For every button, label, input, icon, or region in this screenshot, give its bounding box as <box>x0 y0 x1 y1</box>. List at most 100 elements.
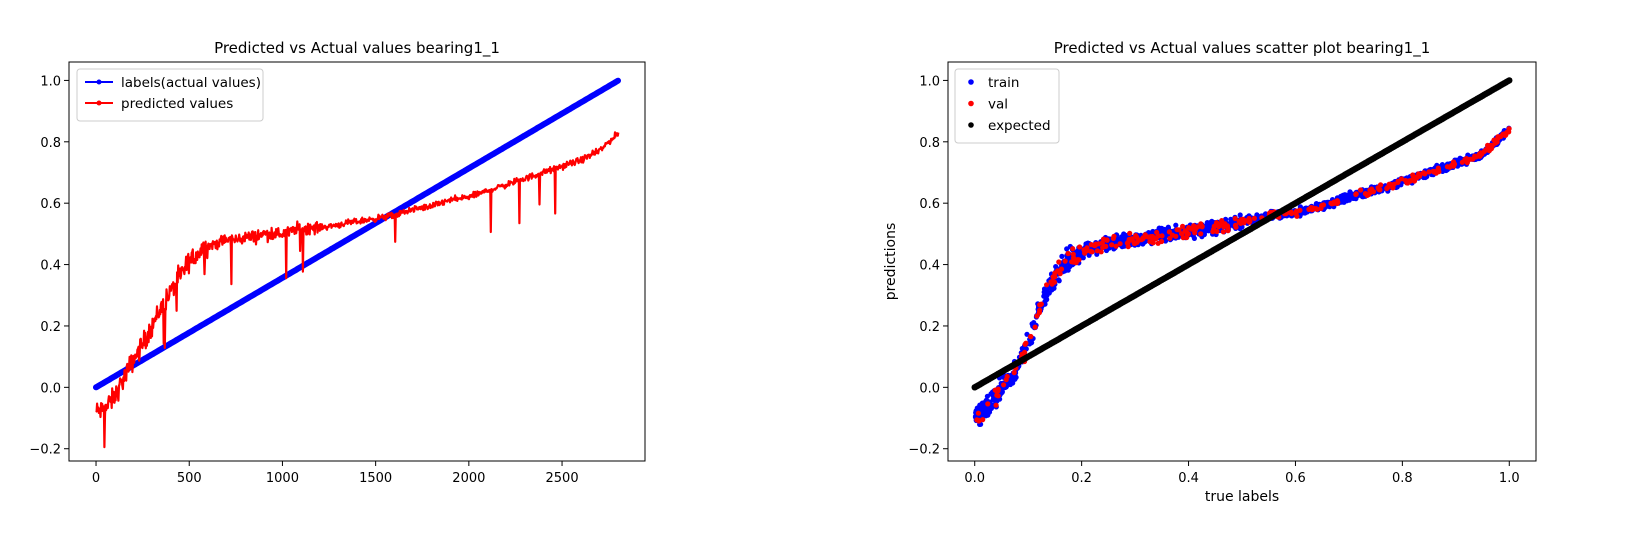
val-point <box>1154 229 1160 235</box>
legend-marker-1 <box>96 100 102 106</box>
val-point <box>1180 223 1186 229</box>
y-tick-label: 0.6 <box>919 197 940 212</box>
train-point <box>1080 255 1086 261</box>
y-tick-label: 0.2 <box>919 320 940 335</box>
val-point <box>1103 243 1109 249</box>
val-point <box>1028 334 1034 340</box>
legend-box <box>954 68 1060 144</box>
legend-label-2: expected <box>988 118 1051 134</box>
train-point <box>984 393 991 399</box>
legend-box <box>76 68 264 122</box>
legend-label-1: predicted values <box>121 96 233 112</box>
val-point <box>1481 148 1487 154</box>
val-point <box>1309 207 1315 213</box>
legend-marker-1 <box>968 100 974 107</box>
y-tick-label: 0.2 <box>40 320 61 335</box>
val-point <box>1038 301 1044 307</box>
train-point <box>1440 167 1446 173</box>
val-point <box>1088 242 1094 248</box>
val-point <box>1199 224 1205 230</box>
train-point <box>985 407 991 413</box>
y-tick-label: 1.0 <box>919 74 940 89</box>
train-point <box>979 400 986 406</box>
plot-area <box>971 77 1513 427</box>
val-point <box>1110 235 1116 241</box>
x-tick-label: 0.0 <box>964 471 985 486</box>
val-point <box>1077 244 1083 250</box>
val-point <box>1150 240 1156 246</box>
val-point <box>1407 178 1414 184</box>
val-point <box>1488 146 1494 152</box>
x-tick-label: 0.8 <box>1392 471 1413 486</box>
val-point <box>1459 159 1465 165</box>
val-point <box>1293 211 1299 217</box>
legend: train val expected <box>954 68 1060 144</box>
val-point <box>1426 169 1432 175</box>
val-point <box>1353 191 1359 197</box>
val-point <box>1504 129 1510 135</box>
axes-frame <box>68 61 646 462</box>
expected-point <box>1506 77 1513 84</box>
train-point <box>1083 241 1089 247</box>
val-point <box>1485 142 1491 148</box>
train-point <box>1059 253 1065 259</box>
legend: labels(actual values) predicted values <box>76 68 264 122</box>
val-point <box>1003 377 1009 383</box>
val-point <box>1140 235 1146 241</box>
x-tick-label: 1.0 <box>1499 471 1520 486</box>
legend-marker-0 <box>96 79 102 85</box>
val-point <box>1433 170 1439 176</box>
legend-marker-2 <box>968 122 974 128</box>
train-point <box>1191 235 1197 241</box>
val-point <box>1084 245 1090 251</box>
val-point <box>1463 156 1470 162</box>
val-point <box>1358 187 1364 193</box>
val-point <box>1036 310 1042 316</box>
val-point <box>1220 229 1226 235</box>
val-point <box>1019 351 1025 357</box>
val-point <box>985 401 991 407</box>
y-tick-label: 0.8 <box>919 136 940 151</box>
chart-line-predicted-vs-actual: Predicted vs Actual values bearing1_1 0 50… <box>29 39 646 486</box>
val-point <box>1289 210 1295 217</box>
train-point <box>1237 226 1243 232</box>
train-point <box>1237 212 1243 218</box>
train-point <box>1159 225 1165 231</box>
val-point <box>1159 233 1165 239</box>
val-point <box>1232 215 1238 222</box>
series-expected-points <box>971 77 1513 391</box>
val-point <box>1109 242 1115 248</box>
x-tick-label: 0.2 <box>1071 471 1092 486</box>
y-tick-label: 0.8 <box>40 136 61 151</box>
chart-scatter-predicted-vs-actual: Predicted vs Actual values scatter plot … <box>883 39 1537 505</box>
train-point <box>1343 195 1349 201</box>
y-tick-label: 0.0 <box>919 381 940 396</box>
train-point <box>990 396 996 403</box>
val-point <box>1251 215 1257 221</box>
val-point <box>1117 241 1123 247</box>
val-point <box>1044 282 1050 288</box>
val-point <box>1395 179 1401 185</box>
val-point <box>1052 274 1058 280</box>
train-point <box>1204 220 1210 226</box>
val-point <box>1176 227 1182 233</box>
val-point <box>1069 259 1075 265</box>
val-point <box>1001 382 1007 388</box>
val-point <box>1233 224 1239 230</box>
legend-marker-0 <box>968 79 974 85</box>
val-point <box>1491 137 1497 143</box>
val-point <box>995 393 1001 399</box>
val-point <box>1213 222 1219 228</box>
y-tick-label: 0.6 <box>40 197 61 212</box>
val-point <box>1238 219 1244 225</box>
y-tick-label: 0.0 <box>40 381 61 396</box>
train-point <box>1041 286 1048 292</box>
val-point <box>1113 243 1119 249</box>
val-point <box>1011 370 1017 376</box>
x-tick-label: 500 <box>177 471 202 486</box>
val-point <box>1247 218 1253 224</box>
val-point <box>1185 231 1191 237</box>
val-point <box>1331 200 1337 206</box>
val-point <box>975 410 982 416</box>
chart-title: Predicted vs Actual values bearing1_1 <box>214 39 500 58</box>
